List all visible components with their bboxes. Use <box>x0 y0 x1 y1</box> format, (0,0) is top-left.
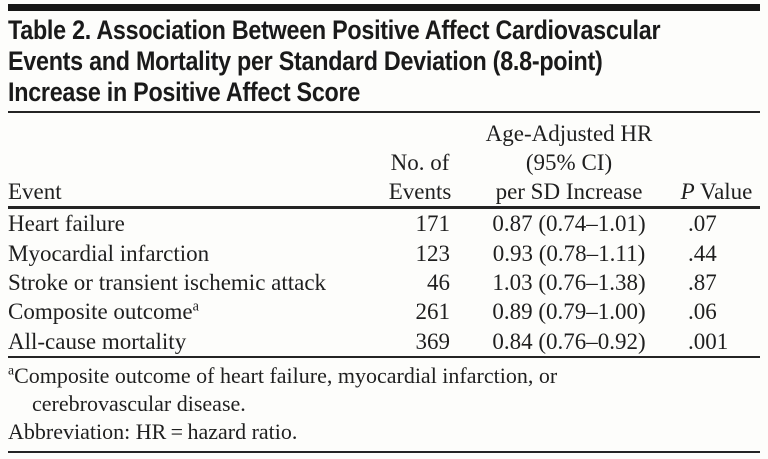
p-value-cell: .001 <box>688 328 729 354</box>
column-header-line: No. of <box>390 150 450 175</box>
table-row: All-cause mortality 369 0.84 (0.76–0.92)… <box>8 327 760 356</box>
p-value-cell: .44 <box>688 240 717 266</box>
event-cell: All-cause mortality <box>8 327 375 356</box>
hr-ci-cell: 0.87 (0.74–1.01) <box>492 211 646 237</box>
bottom-rule <box>8 451 760 453</box>
table-row: Heart failure 171 0.87 (0.74–1.01) .07 <box>8 209 760 238</box>
p-value-cell: .07 <box>688 211 717 237</box>
table-title-line: Table 2. Association Between Positive Af… <box>8 15 661 45</box>
table-row: Stroke or transient ischemic attack 46 1… <box>8 268 760 297</box>
rule-under-title <box>8 111 760 113</box>
p-value-rest: Value <box>694 179 753 204</box>
n-events-cell: 171 <box>415 211 451 237</box>
table-title-line: Events and Mortality per Standard Deviat… <box>8 46 603 76</box>
event-cell: Stroke or transient ischemic attack <box>8 268 375 297</box>
n-events-cell: 46 <box>427 269 450 295</box>
event-label: Stroke or transient ischemic attack <box>8 269 327 295</box>
footnote-composite: aComposite outcome of heart failure, myo… <box>8 362 760 418</box>
top-rule-thick <box>8 4 760 11</box>
event-superscript: a <box>192 298 199 315</box>
column-header-line: (95% CI) <box>525 150 613 175</box>
column-header-p-value: P Value <box>673 177 760 206</box>
column-header-line: Events <box>388 179 452 204</box>
event-cell: Myocardial infarction <box>8 239 375 268</box>
footnote-superscript: a <box>8 362 15 378</box>
table-header-row: Event No. of Events Age-Adjusted HR (95%… <box>8 113 760 206</box>
n-events-cell: 369 <box>415 328 451 354</box>
p-value-cell: .06 <box>688 299 717 325</box>
event-label: Heart failure <box>8 211 125 237</box>
footnote-text-line: cerebrovascular disease. <box>32 391 246 416</box>
hr-ci-cell: 1.03 (0.76–1.38) <box>492 269 646 295</box>
event-cell: Composite outcomea <box>8 297 375 326</box>
column-header-event: Event <box>8 179 62 204</box>
hr-ci-cell: 0.93 (0.78–1.11) <box>492 240 646 266</box>
p-value-cell: .87 <box>688 269 717 295</box>
footnote-text-line: Composite outcome of heart failure, myoc… <box>14 363 558 388</box>
hr-ci-cell: 0.89 (0.79–1.00) <box>492 299 646 325</box>
n-events-cell: 261 <box>415 299 451 325</box>
table-footnotes: aComposite outcome of heart failure, myo… <box>8 358 760 446</box>
table-title: Table 2. Association Between Positive Af… <box>8 15 670 108</box>
event-label: Composite outcome <box>8 299 193 325</box>
table-body: Heart failure 171 0.87 (0.74–1.01) .07 M… <box>8 209 760 356</box>
column-header-hr: Age-Adjusted HR (95% CI) per SD Increase <box>465 119 673 206</box>
n-events-cell: 123 <box>415 240 451 266</box>
p-value-italic-p: P <box>680 179 695 204</box>
event-label: Myocardial infarction <box>8 240 210 266</box>
rule-under-header <box>8 206 760 209</box>
footnote-abbreviation: Abbreviation: HR = hazard ratio. <box>8 419 298 444</box>
column-header-line: Age-Adjusted HR <box>485 121 653 146</box>
rule-under-body <box>8 356 760 358</box>
event-label: All-cause mortality <box>8 328 187 354</box>
column-header-no-of-events: No. of Events <box>375 148 465 206</box>
table-row: Myocardial infarction 123 0.93 (0.78–1.1… <box>8 238 760 267</box>
table-title-line: Increase in Positive Affect Score <box>8 77 361 107</box>
table-row: Composite outcomea 261 0.89 (0.79–1.00) … <box>8 297 760 326</box>
event-cell: Heart failure <box>8 209 375 238</box>
column-header-line: per SD Increase <box>495 179 643 204</box>
hr-ci-cell: 0.84 (0.76–0.92) <box>492 328 646 354</box>
